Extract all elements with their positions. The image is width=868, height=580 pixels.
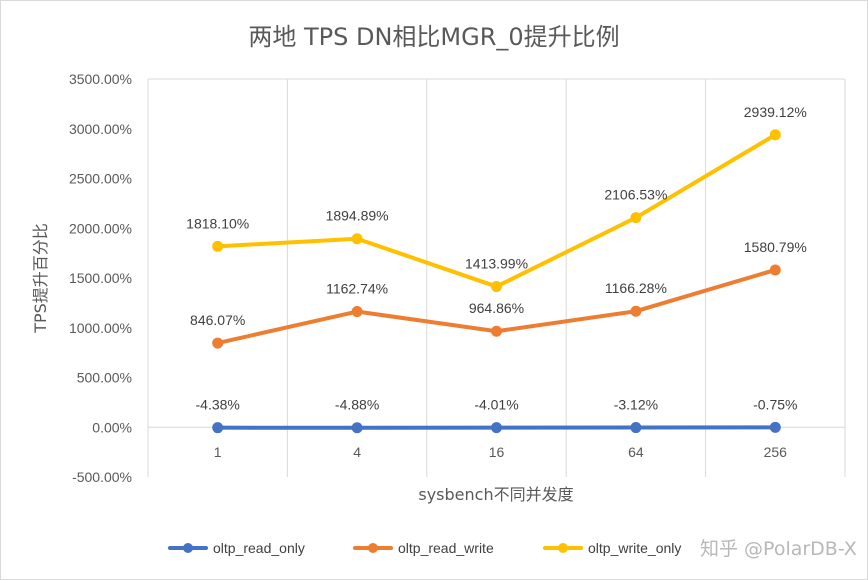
x-axis-ticks: 1 4 16 64 256 (214, 444, 787, 460)
y-tick-label: 1000.00% (69, 320, 132, 336)
legend[interactable]: oltp_read_only oltp_read_write oltp_write_… (168, 540, 681, 556)
data-point (630, 422, 642, 434)
data-label: 1162.74% (326, 281, 388, 297)
legend-marker (558, 543, 568, 553)
data-point (491, 281, 502, 293)
data-point (351, 306, 363, 318)
data-point (491, 422, 502, 434)
data-label: -3.12% (614, 397, 658, 413)
y-tick-label: 3000.00% (69, 121, 132, 137)
data-point (630, 212, 642, 224)
data-label: -4.88% (335, 397, 379, 413)
data-point (491, 325, 502, 337)
data-label: 1894.89% (326, 208, 389, 224)
legend-label[interactable]: oltp_read_only (213, 540, 305, 556)
series-lines (212, 129, 781, 434)
y-axis-label: TPS提升百分比 (31, 223, 50, 334)
data-label: 2939.12% (744, 104, 807, 120)
chart-title: 两地 TPS DN相比MGR_0提升比例 (248, 23, 619, 51)
x-tick-label: 16 (489, 444, 505, 460)
data-label: -4.38% (196, 397, 240, 413)
y-tick-label: 3500.00% (69, 71, 132, 87)
data-label: -0.75% (753, 396, 797, 412)
data-point (769, 129, 781, 141)
legend-marker (368, 543, 378, 553)
data-point (769, 264, 781, 276)
y-tick-label: 1500.00% (69, 270, 132, 286)
x-tick-label: 64 (628, 444, 644, 460)
data-point (630, 305, 642, 317)
grid-lines (147, 78, 846, 477)
data-label: 1818.10% (186, 215, 249, 231)
data-point (351, 422, 363, 434)
y-tick-label: 500.00% (77, 370, 132, 386)
legend-marker (183, 543, 193, 553)
data-label: 1580.79% (744, 239, 807, 255)
data-label: 2106.53% (604, 187, 667, 203)
x-tick-label: 1 (214, 444, 222, 460)
x-tick-label: 256 (764, 444, 788, 460)
y-tick-label: 2000.00% (69, 220, 132, 236)
data-point (769, 421, 781, 433)
y-axis-ticks: -500.00% 0.00% 500.00% 1000.00% 1500.00% 2000… (69, 71, 132, 485)
data-labels: -4.38% -4.88% -4.01% -3.12% -0.75% 846.07% 116… (186, 104, 807, 413)
y-tick-label: 0.00% (92, 419, 132, 435)
legend-label[interactable]: oltp_write_only (588, 540, 681, 556)
data-label: 964.86% (469, 300, 524, 316)
x-axis-label: sysbench不同并发度 (418, 485, 573, 504)
data-point (212, 337, 224, 349)
data-label: 1166.28% (605, 280, 667, 296)
data-label: 1413.99% (465, 256, 528, 272)
legend-label[interactable]: oltp_read_write (398, 540, 494, 556)
data-label: 846.07% (190, 312, 245, 328)
data-label: -4.01% (474, 397, 518, 413)
data-point (212, 240, 224, 252)
x-tick-label: 4 (353, 444, 361, 460)
y-tick-label: -500.00% (72, 469, 132, 485)
y-tick-label: 2500.00% (69, 171, 132, 187)
data-point (212, 422, 224, 434)
watermark-text: 知乎 @PolarDB-X (700, 538, 857, 560)
data-point (351, 233, 363, 245)
